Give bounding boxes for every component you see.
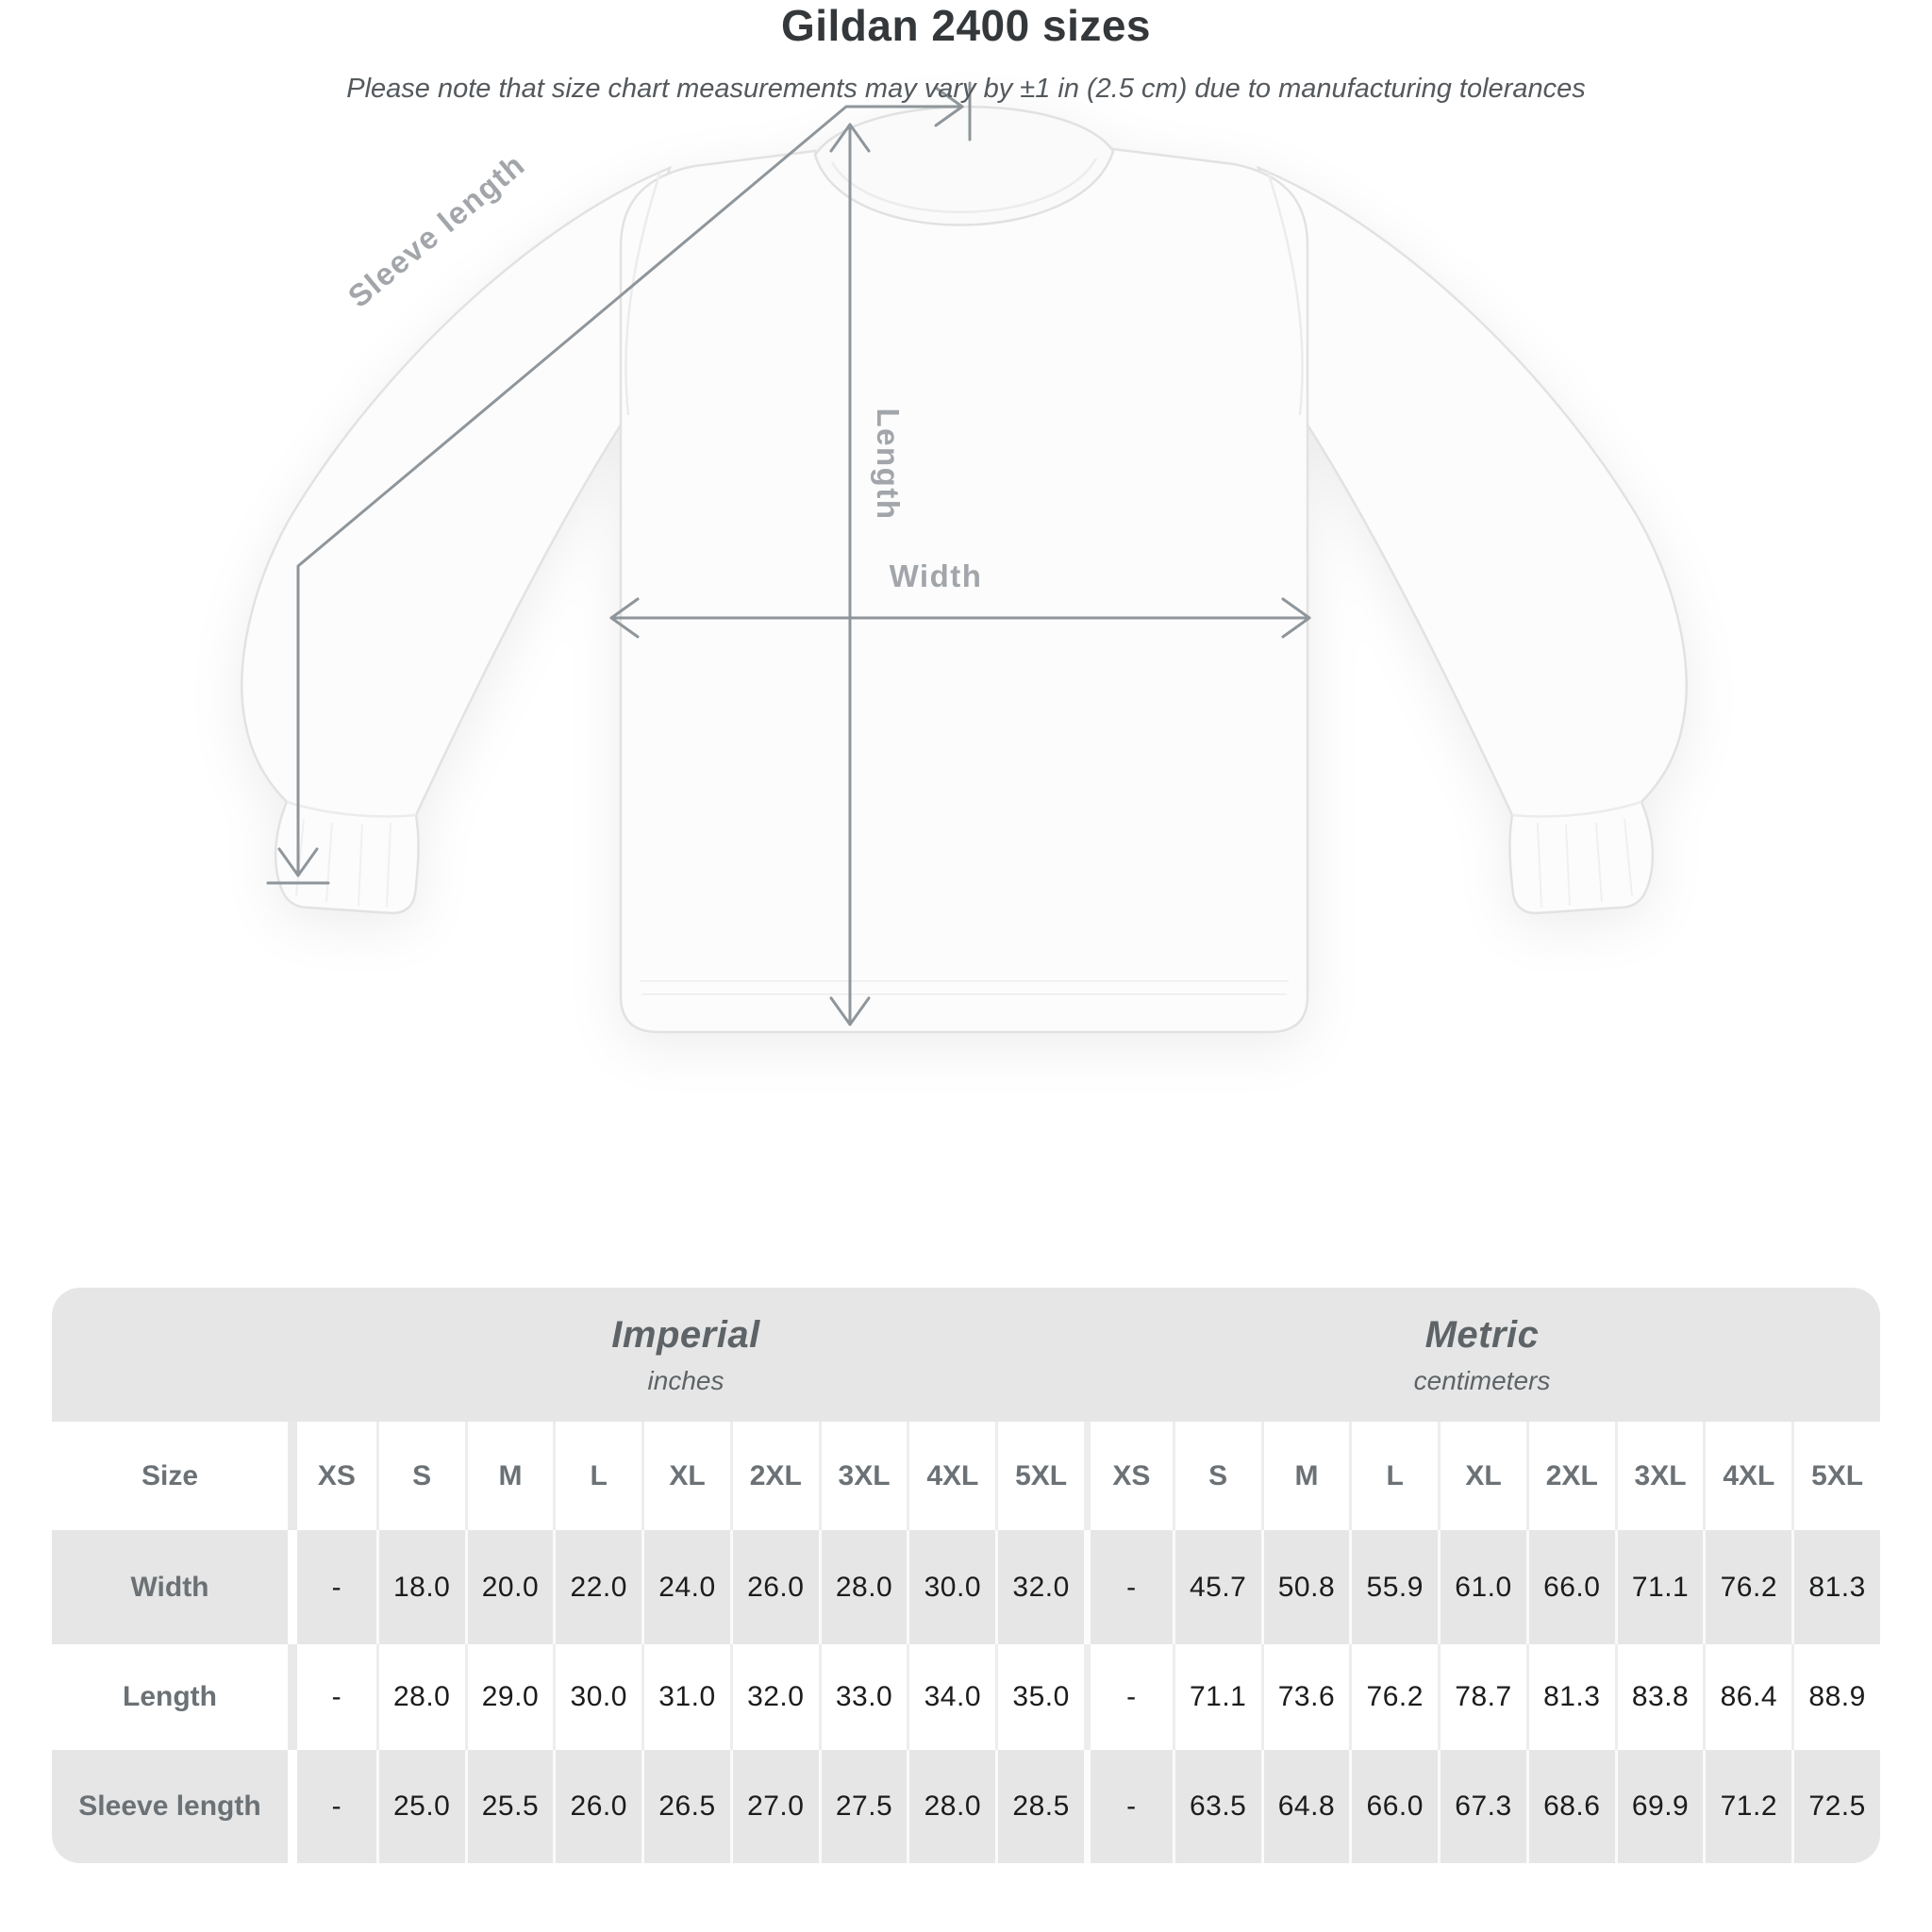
width-measure: Width (609, 558, 1311, 639)
value-cell-metric: 67.3 (1438, 1750, 1526, 1863)
value-cell-metric: - (1084, 1644, 1173, 1750)
size-header-metric: 4XL (1703, 1422, 1792, 1530)
heading: Gildan 2400 sizes Please note that size … (0, 0, 1932, 105)
value-cell-metric: 71.1 (1172, 1644, 1261, 1750)
size-header-metric: XS (1084, 1422, 1173, 1530)
value-cell-metric: - (1084, 1750, 1173, 1863)
unit-group-band: Imperial inches Metric centimeters (52, 1288, 1880, 1422)
metric-unit: centimeters (1413, 1365, 1551, 1395)
size-header-imperial: 5XL (995, 1422, 1084, 1530)
value-cell-metric: 71.1 (1614, 1530, 1704, 1644)
value-cell-imperial: 27.5 (818, 1750, 908, 1863)
row-label: Sleeve length (78, 1790, 261, 1822)
imperial-group-header: Imperial inches (288, 1288, 1084, 1422)
imperial-title: Imperial (611, 1313, 760, 1356)
size-header-metric: 2XL (1525, 1422, 1615, 1530)
value-cell-imperial: 26.0 (729, 1530, 819, 1644)
value-cell-imperial: 26.5 (641, 1750, 730, 1863)
value-cell-imperial: 30.0 (907, 1530, 995, 1644)
value-cell-imperial: 28.0 (375, 1644, 465, 1750)
value-cell-imperial: 31.0 (641, 1644, 730, 1750)
size-header-metric: XL (1438, 1422, 1526, 1530)
size-header-metric: S (1172, 1422, 1261, 1530)
size-header-imperial: M (464, 1422, 554, 1530)
shirt-body (619, 147, 1309, 1034)
value-cell-metric: 83.8 (1614, 1644, 1704, 1750)
left-sleeve (241, 165, 673, 915)
tolerance-note: Please note that size chart measurements… (346, 74, 1586, 104)
value-cell-imperial: 28.5 (995, 1750, 1084, 1863)
value-cell-imperial: 25.5 (464, 1750, 554, 1863)
value-cell-imperial: - (288, 1644, 376, 1750)
collar (813, 106, 1115, 226)
value-cell-metric: 64.8 (1260, 1750, 1350, 1863)
size-header-imperial: 3XL (818, 1422, 908, 1530)
row-label: Length (52, 1644, 288, 1750)
size-header-imperial: 2XL (729, 1422, 819, 1530)
size-header-metric: M (1260, 1422, 1350, 1530)
long-sleeve-shirt-illustration (241, 106, 1688, 1034)
size-table-grid: Size XS S M L XL 2XL 3XL 4XL 5XL XS S M L XL 2XL 3XL 4XL 5… (52, 1422, 1880, 1863)
size-header-imperial: XL (641, 1422, 730, 1530)
value-cell-imperial: 34.0 (907, 1644, 996, 1750)
row-label: Width (130, 1571, 209, 1603)
value-cell-imperial: 29.0 (464, 1644, 554, 1750)
value-cell-imperial: 18.0 (375, 1530, 465, 1644)
value-cell-metric: 88.9 (1791, 1644, 1880, 1750)
value-cell-imperial: 27.0 (729, 1750, 819, 1863)
value-cell-imperial: 25.0 (375, 1750, 465, 1863)
value-cell-metric: 68.6 (1525, 1750, 1615, 1863)
value-cell-metric: 71.2 (1703, 1750, 1791, 1863)
width-label: Width (890, 558, 983, 593)
size-header-imperial: L (553, 1422, 642, 1530)
value-cell-metric: 55.9 (1349, 1530, 1438, 1644)
value-cell-metric: 66.0 (1525, 1530, 1615, 1644)
value-cell-imperial: 28.0 (907, 1750, 995, 1863)
value-cell-metric: 72.5 (1791, 1750, 1880, 1863)
value-cell-metric: 81.3 (1525, 1644, 1615, 1750)
value-cell-imperial: 35.0 (995, 1644, 1084, 1750)
size-column-header: Size (52, 1422, 288, 1530)
value-cell-imperial: 28.0 (818, 1530, 908, 1644)
size-header-metric: 3XL (1614, 1422, 1704, 1530)
value-cell-metric: 86.4 (1703, 1644, 1792, 1750)
value-cell-imperial: 33.0 (818, 1644, 908, 1750)
value-cell-metric: 45.7 (1172, 1530, 1261, 1644)
value-cell-metric: - (1084, 1530, 1173, 1644)
value-cell-metric: 76.2 (1349, 1644, 1439, 1750)
value-cell-imperial: - (288, 1530, 376, 1644)
page-title: Gildan 2400 sizes (780, 1, 1152, 50)
value-cell-imperial: 24.0 (641, 1530, 730, 1644)
size-table: Imperial inches Metric centimeters Size X… (52, 1288, 1880, 1863)
shirt-diagram: Sleeve length Length Width (241, 81, 1688, 1034)
value-cell-metric: 73.6 (1260, 1644, 1350, 1750)
value-cell-metric: 76.2 (1703, 1530, 1791, 1644)
value-cell-metric: 66.0 (1349, 1750, 1438, 1863)
value-cell-metric: 61.0 (1438, 1530, 1526, 1644)
size-header-metric: 5XL (1791, 1422, 1880, 1530)
metric-group-header: Metric centimeters (1084, 1288, 1880, 1422)
value-cell-metric: 78.7 (1438, 1644, 1526, 1750)
size-header-imperial: S (375, 1422, 465, 1530)
value-cell-imperial: 30.0 (553, 1644, 642, 1750)
value-cell-imperial: 26.0 (553, 1750, 641, 1863)
length-measure: Length (829, 123, 906, 1026)
value-cell-metric: 63.5 (1172, 1750, 1261, 1863)
value-cell-metric: 50.8 (1260, 1530, 1350, 1644)
size-header-metric: L (1349, 1422, 1439, 1530)
imperial-unit: inches (647, 1365, 724, 1395)
value-cell-imperial: - (288, 1750, 376, 1863)
length-label: Length (871, 408, 906, 521)
size-header-imperial: 4XL (907, 1422, 996, 1530)
value-cell-imperial: 32.0 (995, 1530, 1084, 1644)
value-cell-metric: 81.3 (1791, 1530, 1880, 1644)
value-cell-imperial: 20.0 (464, 1530, 554, 1644)
metric-title: Metric (1424, 1313, 1540, 1356)
size-header-imperial: XS (288, 1422, 376, 1530)
value-cell-metric: 69.9 (1614, 1750, 1704, 1863)
value-cell-imperial: 32.0 (729, 1644, 819, 1750)
right-sleeve (1256, 165, 1688, 915)
value-cell-imperial: 22.0 (553, 1530, 641, 1644)
